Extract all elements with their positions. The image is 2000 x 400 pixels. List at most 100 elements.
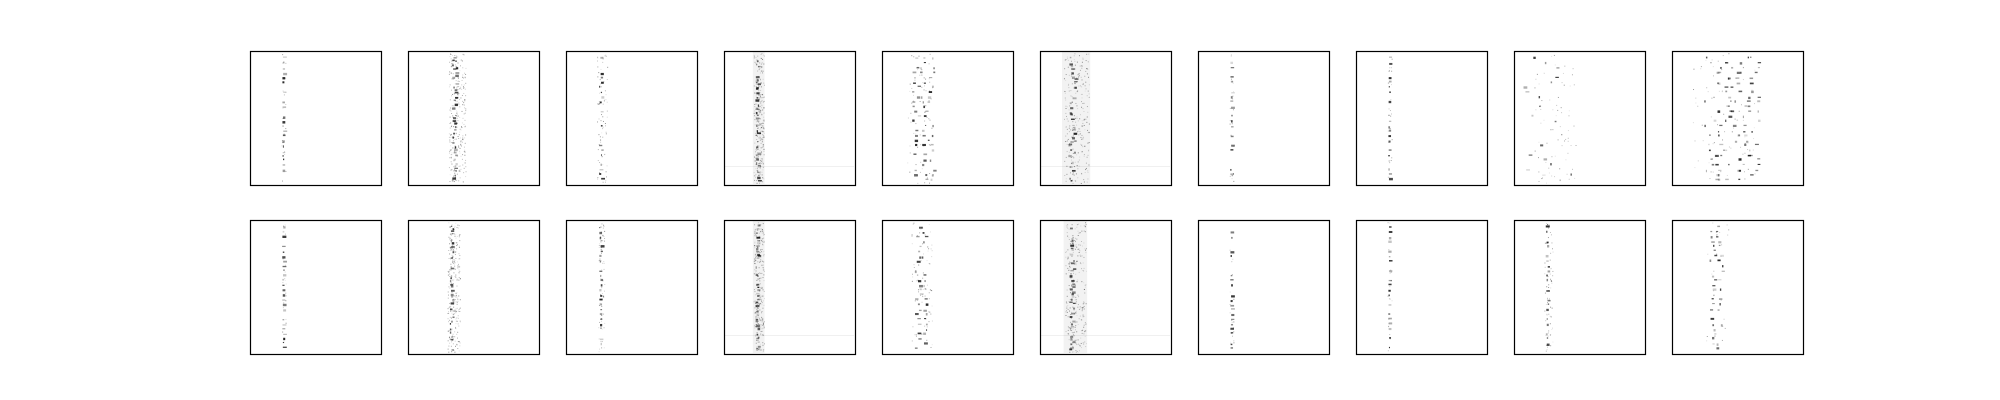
speckle-mark [910,112,912,114]
speckle-mark [1233,340,1235,342]
speckle-mark [755,95,757,97]
speckle-mark [1077,177,1079,179]
speckle-mark [1388,177,1390,179]
pixel-mark [1716,347,1720,350]
speckle-mark [763,343,765,345]
speckle-mark [1389,272,1391,274]
speckle-mark [1712,171,1714,173]
speckle-mark [459,65,461,67]
speckle-mark [931,174,933,176]
speckle-mark [1080,65,1082,67]
pixel-mark [599,101,602,104]
speckle-mark [915,133,917,135]
speckle-mark [449,302,451,304]
speckle-mark [1068,327,1070,329]
speckle-mark [763,255,765,257]
speckle-mark [452,343,454,345]
speckle-mark [1084,249,1086,251]
pixel-mark [449,308,453,311]
speckle-mark [600,249,602,251]
speckle-mark [1073,166,1075,168]
speckle-mark [754,294,756,296]
speckle-mark [761,272,763,274]
pixel-mark [925,312,928,316]
speckle-mark [1551,156,1553,158]
speckle-mark [909,83,911,85]
speckle-mark [457,67,459,69]
speckle-mark [449,174,451,176]
speckle-mark [1084,129,1086,131]
pixel-mark [1751,90,1754,94]
speckle-mark [763,150,765,152]
pixel-mark [1734,100,1737,103]
speckle-mark [1067,235,1069,237]
pixel-mark [914,174,918,177]
pixel-mark [757,302,762,305]
speckle-mark [757,298,759,300]
pixel-mark [1713,294,1715,297]
speckle-mark [761,228,763,230]
speckle-mark [1082,58,1084,60]
speckle-mark [754,230,756,232]
speckle-mark [755,253,757,255]
speckle-mark [1071,136,1073,138]
pixel-mark [925,329,928,332]
pixel-mark [756,79,759,82]
speckle-mark [1713,142,1715,144]
pixel-mark [914,134,918,137]
pixel-mark [918,338,922,340]
speckle-mark [1706,87,1708,89]
speckle-mark [761,70,763,72]
speckle-mark [1538,83,1540,85]
speckle-mark [282,117,284,119]
speckle-mark [754,247,756,249]
speckle-mark [449,181,451,183]
speckle-mark [761,295,763,297]
speckle-mark [600,154,602,156]
speckle-mark [1563,84,1565,86]
speckle-mark [928,63,930,65]
pixel-mark [283,260,287,263]
speckle-mark [449,226,451,228]
speckle-mark [456,55,458,57]
speckle-mark [755,311,757,313]
speckle-mark [755,303,757,305]
speckle-mark [929,231,931,233]
speckle-mark [1066,301,1068,303]
speckle-mark [285,322,287,324]
speckle-mark [285,295,287,297]
pixel-mark [917,303,920,306]
speckle-mark [921,74,923,76]
speckle-mark [1068,143,1070,145]
speckle-mark [603,261,605,263]
speckle-mark [755,306,757,308]
speckle-mark [760,324,762,326]
pixel-mark [1069,227,1073,230]
speckle-mark [757,326,759,328]
speckle-mark [1081,106,1083,108]
speckle-mark [755,57,757,59]
pixel-mark [1069,177,1071,180]
pixel-mark [1717,225,1721,228]
pixel-mark [452,59,455,62]
speckle-mark [461,84,463,86]
pixel-mark [450,257,454,259]
speckle-mark [758,163,760,165]
speckle-mark [1072,332,1074,334]
pixel-mark [451,179,454,182]
speckle-mark [453,126,455,128]
pixel-mark [283,91,287,93]
speckle-mark [459,321,461,323]
pixel-mark [923,342,928,345]
speckle-mark [1540,122,1542,124]
speckle-mark [1067,224,1069,226]
speckle-mark [756,314,758,316]
speckle-mark [755,314,757,316]
speckle-mark [763,55,765,57]
speckle-mark [602,164,604,166]
speckle-mark [606,165,608,167]
speckle-mark [1083,124,1085,126]
speckle-mark [763,325,765,327]
pixel-mark [1546,274,1548,277]
pixel-mark [449,328,452,331]
